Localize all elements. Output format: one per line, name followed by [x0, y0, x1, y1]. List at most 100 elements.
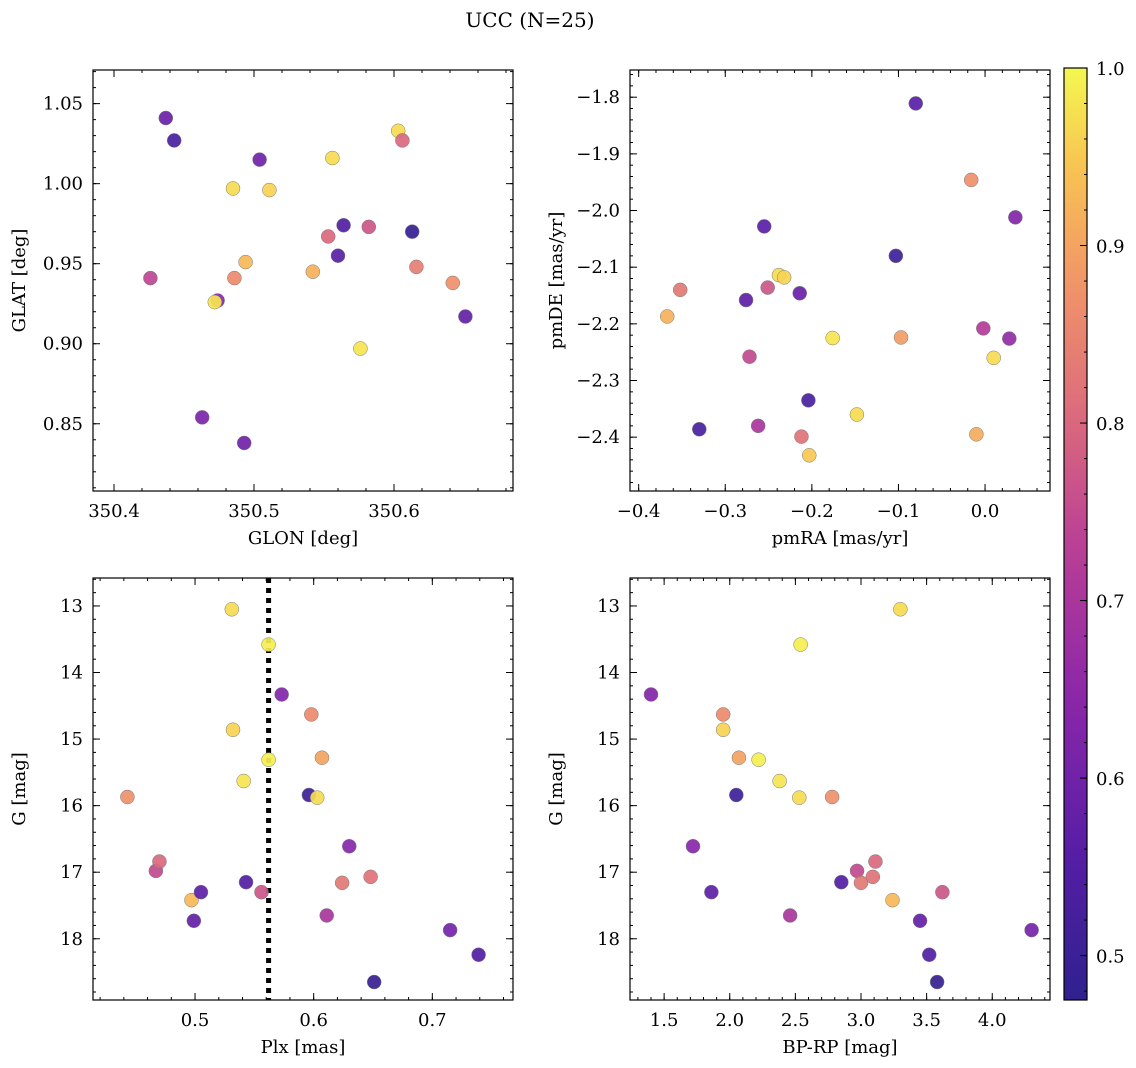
y-tick-label: 14: [60, 663, 83, 684]
colorbar-gradient: [1063, 67, 1088, 1001]
y-tick-label: 1.00: [43, 174, 83, 195]
colorbar-tick-label: 0.7: [1096, 592, 1125, 613]
x-axis-label: GLON [deg]: [248, 528, 358, 549]
y-tick-label: −1.9: [576, 144, 620, 165]
x-tick-label: −0.2: [790, 501, 834, 522]
y-tick-label: 13: [597, 596, 620, 617]
y-axis-label: G [mag]: [9, 752, 30, 825]
scatter-point: [442, 922, 458, 938]
scatter-point: [238, 254, 253, 270]
scatter-point: [1008, 210, 1023, 225]
scatter-point: [715, 722, 731, 738]
scatter-point: [685, 838, 701, 854]
scatter-point: [742, 349, 757, 364]
scatter-point: [262, 182, 277, 198]
x-tick-label: −0.3: [703, 501, 747, 522]
y-tick-label: 16: [60, 796, 83, 817]
scatter-point: [756, 219, 772, 234]
scatter-point: [366, 974, 382, 990]
scatter-point: [802, 448, 817, 463]
axes-frame: [629, 577, 1051, 1001]
scatter-point: [445, 275, 461, 291]
x-tick-label: 4.0: [978, 1010, 1007, 1031]
x-tick-label: 0.0: [971, 501, 1000, 522]
x-tick-label: 0.6: [299, 1010, 328, 1031]
scatter-point: [751, 752, 766, 767]
scatter-point: [834, 874, 849, 890]
scatter-point: [330, 248, 346, 263]
x-tick-label: 350.5: [228, 501, 280, 522]
scatter-point: [471, 947, 486, 962]
scatter-point: [793, 637, 808, 652]
y-tick-label: 1.05: [43, 94, 83, 115]
scatter-point: [715, 707, 731, 722]
scatter-point: [776, 270, 792, 285]
colorbar-tick-label: 1.0: [1096, 59, 1125, 80]
scatter-point: [865, 869, 881, 885]
panel-bprp-g: 1.5 2.0 2.5 3.0 3.5 4.0 13 14 15 16 17 18 BP-RP [mag…: [546, 577, 1051, 1058]
scatter-point: [395, 133, 410, 148]
x-tick-label: −0.4: [617, 501, 661, 522]
scatter-point: [120, 789, 135, 805]
panel-plx-g: 0.5 0.6 0.7 13 14 15 16 17 18 Plx [mas] G [mag]: [9, 577, 514, 1058]
scatter-point: [227, 270, 242, 286]
scatter-point: [152, 854, 167, 869]
colorbar-tick-label: 0.5: [1096, 947, 1125, 968]
y-tick-label: −1.8: [576, 87, 620, 108]
axes-frame: [92, 69, 514, 492]
scatter-point: [236, 773, 251, 789]
scatter-point: [929, 974, 945, 990]
scatter-point: [304, 707, 319, 722]
scatter-point: [309, 790, 325, 805]
scatter-point: [225, 181, 241, 196]
panel-pmra-pmde: −0.4 −0.3 −0.2 −0.1 0.0 −2.4 −2.3 −2.2 −2.1 −2.0 −…: [546, 69, 1051, 549]
scatter-point: [353, 341, 368, 356]
scatter-point: [409, 259, 424, 275]
scatter-point: [194, 410, 210, 425]
scatter-point: [922, 947, 937, 962]
x-tick-label: 0.7: [418, 1010, 447, 1031]
y-tick-label: −2.3: [576, 371, 620, 392]
y-tick-label: 0.85: [43, 414, 83, 435]
scatter-point: [885, 892, 900, 908]
y-tick-label: 13: [60, 596, 83, 617]
scatter-point: [334, 875, 350, 891]
scatter-point: [853, 875, 869, 891]
scatter-point: [193, 884, 209, 900]
y-tick-label: 15: [597, 729, 620, 750]
scatter-point: [760, 280, 775, 295]
scatter-point: [363, 869, 378, 885]
x-axis-label: pmRA [mas/yr]: [772, 528, 909, 549]
y-tick-label: 18: [60, 929, 83, 950]
scatter-point: [825, 330, 840, 346]
scatter-point: [792, 790, 807, 805]
colorbar: 0.5 0.6 0.7 0.8 0.9 1.0: [1063, 59, 1125, 1001]
scatter-point: [158, 110, 174, 126]
y-tick-label: −2.2: [576, 314, 620, 335]
scatter-point: [704, 884, 719, 900]
panel-glon-glat: 350.4 350.5 350.6 0.85 0.90 0.95 1.00 1.05 GLON …: [9, 69, 514, 549]
scatter-point: [274, 687, 289, 702]
scatter-point: [314, 750, 330, 765]
panels: 350.4 350.5 350.6 0.85 0.90 0.95 1.00 1.05 GLON …: [9, 69, 1051, 1058]
scatter-point: [893, 602, 908, 617]
scatter-point: [404, 224, 420, 239]
scatter-point: [225, 722, 241, 738]
scatter-point: [320, 229, 336, 244]
scatter-point: [1002, 331, 1017, 346]
y-axis-label: pmDE [mas/yr]: [546, 212, 567, 350]
figure-title: UCC (N=25): [465, 8, 594, 32]
scatter-point: [143, 270, 158, 286]
colorbar-tick-label: 0.6: [1096, 769, 1125, 790]
scatter-point: [224, 602, 240, 617]
scatter-point: [672, 282, 688, 298]
scatter-point: [236, 435, 252, 451]
y-axis-label: G [mag]: [546, 752, 567, 825]
scatter-point: [342, 838, 357, 854]
scatter-point: [935, 884, 950, 900]
colorbar-tick-label: 0.9: [1096, 237, 1125, 258]
scatter-point: [254, 884, 269, 900]
axes-frame: [629, 69, 1051, 492]
y-tick-label: 14: [597, 663, 620, 684]
y-tick-label: 17: [60, 862, 83, 883]
